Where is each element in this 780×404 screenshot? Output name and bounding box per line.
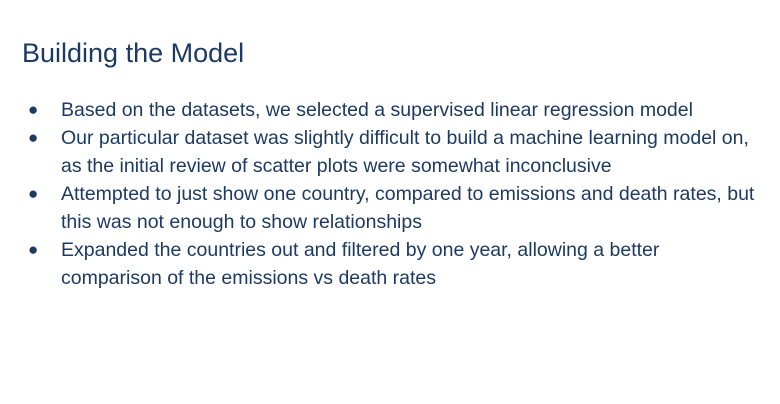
- bullet-icon: ●: [28, 184, 39, 203]
- bullet-icon: ●: [28, 240, 39, 259]
- bullet-item: ● Expanded the countries out and filtere…: [28, 236, 758, 292]
- bullet-list: ● Based on the datasets, we selected a s…: [28, 96, 758, 292]
- bullet-item: ● Based on the datasets, we selected a s…: [28, 96, 758, 124]
- bullet-icon: ●: [28, 128, 39, 147]
- bullet-icon: ●: [28, 100, 39, 119]
- bullet-text: Based on the datasets, we selected a sup…: [61, 99, 693, 121]
- bullet-text: Our particular dataset was slightly diff…: [61, 127, 749, 177]
- slide-title: Building the Model: [22, 38, 245, 68]
- bullet-text: Expanded the countries out and filtered …: [61, 239, 660, 289]
- bullet-text: Attempted to just show one country, comp…: [61, 183, 755, 233]
- bullet-item: ● Our particular dataset was slightly di…: [28, 124, 758, 180]
- bullet-item: ● Attempted to just show one country, co…: [28, 180, 758, 236]
